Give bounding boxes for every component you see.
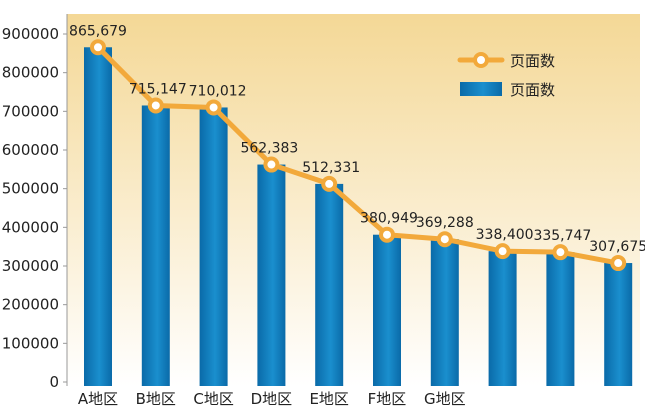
y-tick-label: 0 <box>49 373 59 391</box>
data-label: 710,012 <box>189 83 247 99</box>
x-tick-label: D地区 <box>251 390 293 408</box>
y-tick-label: 200000 <box>2 296 59 314</box>
bar <box>315 183 344 386</box>
bar-series <box>84 47 633 387</box>
data-label: 715,147 <box>129 81 187 97</box>
legend-label-bar: 页面数 <box>510 81 555 99</box>
y-tick-label: 300000 <box>2 257 59 275</box>
line-point <box>552 244 569 261</box>
x-tick-label: G地区 <box>424 390 466 408</box>
line-point <box>610 255 627 272</box>
data-label: 865,679 <box>69 23 127 39</box>
bar <box>84 47 112 387</box>
x-tick-label: E地区 <box>309 390 348 408</box>
line-point <box>147 97 164 114</box>
bar <box>546 252 575 386</box>
line-point <box>90 39 106 56</box>
line-point <box>379 226 395 243</box>
data-label: 335,747 <box>533 228 591 244</box>
bar <box>430 239 459 386</box>
legend-line-marker <box>473 52 489 68</box>
y-tick-label: 600000 <box>2 141 59 159</box>
bar <box>488 251 517 386</box>
series-line <box>95 44 621 266</box>
data-label: 380,949 <box>360 211 418 227</box>
bar <box>199 107 228 386</box>
y-tick-label: 500000 <box>2 180 59 198</box>
y-tick-label: 900000 <box>2 25 59 43</box>
y-axis-ticks: 0 100000 200000 300000 400000 500000 600000 700… <box>2 25 67 391</box>
legend-bar-swatch <box>460 82 502 96</box>
data-label: 369,288 <box>416 215 474 231</box>
x-tick-label: F地区 <box>368 390 407 408</box>
x-axis-labels: A地区 B地区 C地区 D地区 E地区 F地区 G地区 <box>78 390 466 408</box>
bar <box>373 234 401 386</box>
line-point <box>494 243 511 260</box>
legend-label-line: 页面数 <box>510 52 555 70</box>
bar <box>604 263 633 386</box>
line-point <box>263 156 280 173</box>
x-tick-label: B地区 <box>136 390 176 408</box>
data-label: 307,675 <box>589 239 645 255</box>
x-tick-label: C地区 <box>193 390 233 408</box>
y-tick-label: 100000 <box>2 334 59 352</box>
y-tick-label: 800000 <box>2 64 59 82</box>
y-tick-label: 700000 <box>2 102 59 120</box>
line-point <box>321 175 338 192</box>
bar <box>141 105 170 386</box>
line-point <box>205 99 222 116</box>
line-point <box>436 231 453 248</box>
data-label: 512,331 <box>302 160 360 176</box>
data-label: 338,400 <box>476 227 534 243</box>
data-label: 562,383 <box>240 141 298 157</box>
bar <box>257 164 286 386</box>
line-series <box>90 39 627 272</box>
x-tick-label: A地区 <box>78 390 118 408</box>
y-tick-label: 400000 <box>2 218 59 236</box>
